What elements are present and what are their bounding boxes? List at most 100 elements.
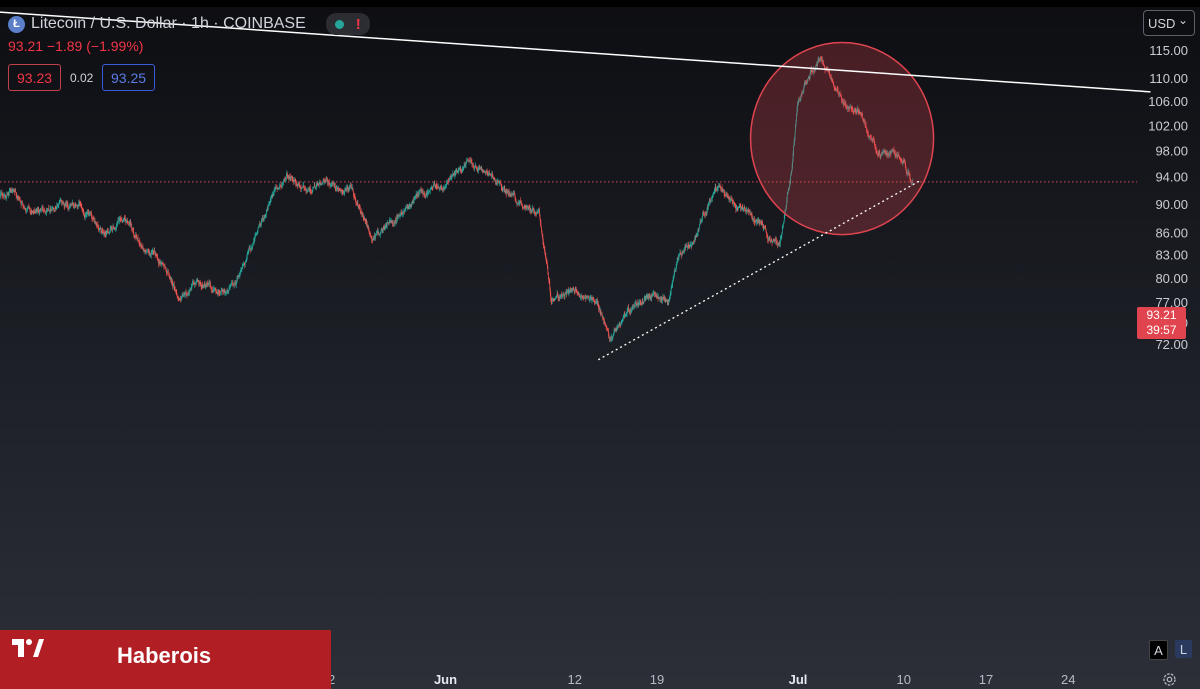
candle [677, 257, 678, 264]
candle [119, 215, 121, 222]
candle [382, 228, 384, 233]
candle [590, 294, 592, 300]
candle-body [635, 302, 637, 304]
candle-body [253, 241, 254, 244]
candle-body [523, 207, 525, 209]
candle-body [598, 305, 600, 310]
price-tick-label: 77.00 [1155, 295, 1188, 310]
candle [56, 202, 58, 209]
candle-body [518, 203, 520, 204]
candle [436, 183, 438, 188]
candle [478, 164, 480, 171]
candle [439, 187, 440, 192]
candle-body [314, 185, 316, 188]
candle-body [761, 223, 763, 224]
candle-body [402, 212, 403, 215]
candle-body [248, 249, 250, 253]
candle [485, 169, 487, 176]
candle [161, 260, 163, 265]
candle [341, 189, 343, 195]
candle-body [436, 186, 438, 187]
candle [205, 283, 206, 290]
candle-body [52, 207, 54, 210]
candle [301, 187, 303, 189]
candle [453, 172, 455, 176]
candle-body [146, 250, 148, 252]
candle [299, 184, 301, 189]
candle-body [206, 284, 207, 285]
candle-body [760, 222, 762, 225]
candle [757, 216, 759, 223]
candle-body [590, 297, 592, 299]
candle [149, 252, 151, 257]
candle-body [270, 198, 272, 202]
candle [154, 247, 156, 255]
candle-body [19, 197, 20, 200]
candle-body [479, 168, 481, 170]
candle [428, 189, 430, 196]
candle-body [465, 162, 467, 165]
candle [100, 226, 102, 234]
candle [533, 208, 534, 214]
candle [677, 255, 679, 260]
candle [518, 199, 519, 205]
candle-body [706, 213, 707, 214]
candle [588, 297, 590, 301]
candle [310, 184, 311, 195]
candle-body [251, 246, 253, 248]
candle-body [47, 208, 49, 210]
candle-body [668, 300, 670, 304]
candle-body [39, 208, 41, 211]
candle-body [336, 187, 338, 189]
candle [352, 187, 354, 192]
candle-body [547, 267, 549, 274]
candle [737, 207, 739, 211]
candle [577, 292, 579, 295]
candle [367, 224, 369, 229]
candle-body [690, 244, 692, 246]
candle-body [696, 235, 698, 238]
candle [581, 294, 583, 299]
candle [206, 282, 207, 287]
candle [532, 206, 534, 210]
candle [714, 183, 716, 193]
candle [531, 209, 533, 215]
candle-body [745, 210, 746, 212]
candle [595, 298, 597, 304]
candle [662, 297, 663, 304]
candle [606, 324, 607, 331]
candle [336, 184, 338, 193]
candle [244, 262, 246, 269]
candle-body [565, 291, 567, 294]
candle [698, 227, 700, 232]
candle-body [58, 203, 60, 205]
candle [226, 287, 228, 295]
candle-body [598, 308, 600, 310]
candles [0, 56, 913, 343]
candle-body [252, 243, 254, 246]
candle [573, 290, 575, 295]
candle-body [683, 252, 684, 253]
candle [509, 191, 511, 197]
candle-body [701, 218, 703, 220]
candle-body [572, 287, 574, 290]
candle-body [775, 238, 776, 240]
candle-body [342, 192, 344, 194]
candle-body [63, 203, 65, 206]
candle [779, 240, 780, 248]
candle [222, 289, 224, 295]
candle-body [409, 204, 411, 206]
candle [385, 224, 387, 229]
candle [688, 244, 690, 249]
candle-body [96, 223, 98, 226]
candle [279, 183, 280, 190]
candle-body [504, 189, 506, 193]
candle [279, 182, 281, 188]
candle [781, 232, 783, 239]
candle [570, 287, 572, 293]
candle [559, 295, 560, 301]
candle [291, 175, 293, 182]
candle [726, 192, 727, 197]
candle-body [417, 193, 418, 196]
